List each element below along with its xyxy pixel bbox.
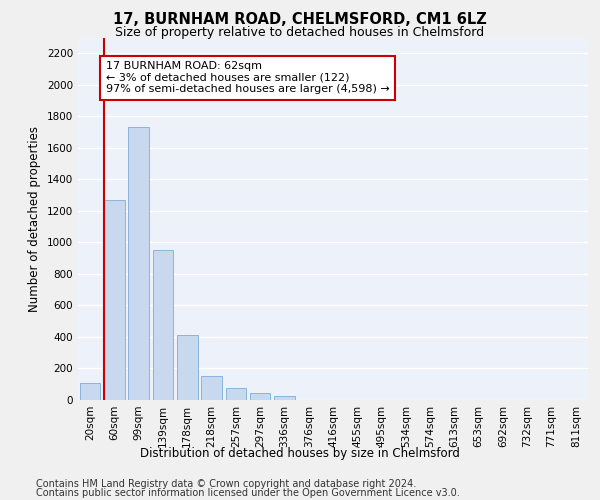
Bar [201, 376, 222, 400]
Y-axis label: Number of detached properties: Number of detached properties [28, 126, 41, 312]
Bar [274, 396, 295, 400]
Bar [128, 128, 149, 400]
Text: Size of property relative to detached houses in Chelmsford: Size of property relative to detached ho… [115, 26, 485, 39]
Bar [104, 200, 125, 400]
Text: Contains HM Land Registry data © Crown copyright and database right 2024.: Contains HM Land Registry data © Crown c… [36, 479, 416, 489]
Text: 17 BURNHAM ROAD: 62sqm
← 3% of detached houses are smaller (122)
97% of semi-det: 17 BURNHAM ROAD: 62sqm ← 3% of detached … [106, 61, 389, 94]
Bar [152, 250, 173, 400]
Bar [80, 384, 100, 400]
Bar [226, 388, 246, 400]
Text: 17, BURNHAM ROAD, CHELMSFORD, CM1 6LZ: 17, BURNHAM ROAD, CHELMSFORD, CM1 6LZ [113, 12, 487, 28]
Text: Contains public sector information licensed under the Open Government Licence v3: Contains public sector information licen… [36, 488, 460, 498]
Bar [250, 393, 271, 400]
Bar [177, 334, 197, 400]
Text: Distribution of detached houses by size in Chelmsford: Distribution of detached houses by size … [140, 448, 460, 460]
